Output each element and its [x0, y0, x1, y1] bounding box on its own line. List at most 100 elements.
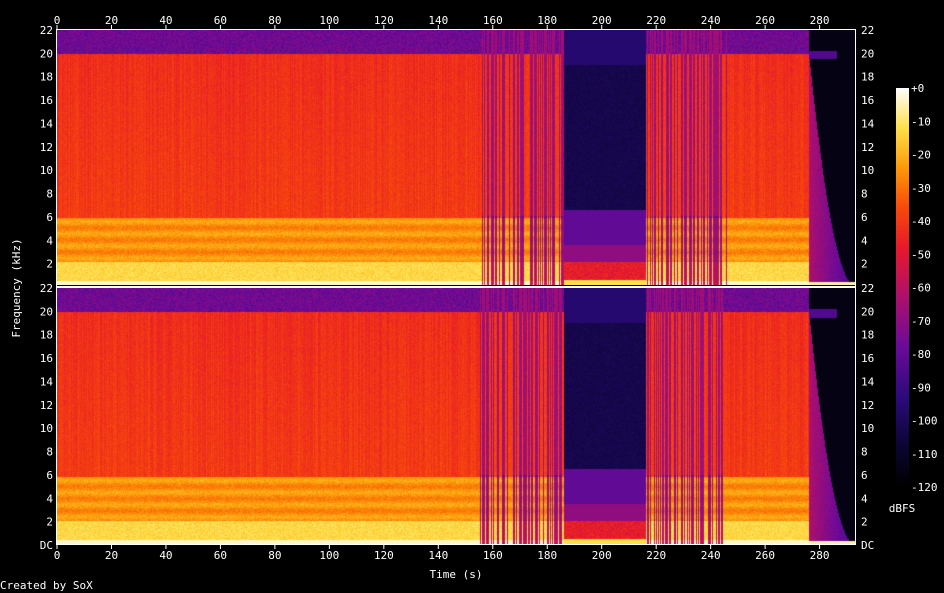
y-tick-label-ch2-right: 6 — [861, 469, 868, 482]
channel-2-frame — [56, 287, 856, 545]
channel-1-frame — [56, 29, 856, 287]
y-tick-label-ch2-left: 16 — [40, 352, 53, 365]
y-tick-label-ch1-right: 8 — [861, 188, 868, 201]
x-tick-label-bottom: 200 — [592, 549, 612, 562]
channel-2-spectrogram — [57, 288, 855, 544]
y-tick-label-ch1-right: 16 — [861, 94, 874, 107]
y-tick-label-ch1-right: 12 — [861, 141, 874, 154]
y-tick-label-ch2-right: 18 — [861, 329, 874, 342]
x-tick-label-top: 120 — [374, 14, 394, 27]
colorbar-tick-label: -40 — [911, 215, 931, 228]
y-tick-label-ch2-right: DC — [861, 539, 874, 552]
y-tick-label-ch1-left: 18 — [40, 71, 53, 84]
y-tick-label-ch2-left: 8 — [46, 446, 53, 459]
y-tick-label-ch1-right: 4 — [861, 234, 868, 247]
colorbar-tick-label: -70 — [911, 315, 931, 328]
y-tick-label-ch1-right: 18 — [861, 71, 874, 84]
x-tick-label-bottom: 0 — [54, 549, 61, 562]
y-tick-label-ch2-left: 10 — [40, 422, 53, 435]
x-tick-label-top: 140 — [428, 14, 448, 27]
y-tick-label-ch2-right: 4 — [861, 492, 868, 505]
y-tick-label-ch2-left: 4 — [46, 492, 53, 505]
y-axis-label: Frequency (kHz) — [10, 238, 23, 337]
y-tick-label-ch2-left: 20 — [40, 305, 53, 318]
y-tick-label-ch2-right: 8 — [861, 446, 868, 459]
x-tick-label-top: 60 — [214, 14, 227, 27]
channel-1-panel — [57, 30, 855, 285]
colorbar-tick-label: -90 — [911, 381, 931, 394]
y-tick-label-ch1-right: 6 — [861, 211, 868, 224]
colorbar-tick-label: -30 — [911, 182, 931, 195]
y-tick-label-ch2-right: 22 — [861, 282, 874, 295]
y-tick-label-ch2-left: 22 — [40, 282, 53, 295]
x-tick-label-top: 260 — [755, 14, 775, 27]
y-tick-label-ch1-left: 20 — [40, 47, 53, 60]
y-tick-label-ch1-left: 6 — [46, 211, 53, 224]
y-tick-label-ch1-left: 10 — [40, 164, 53, 177]
colorbar-tick-label: -20 — [911, 149, 931, 162]
x-tick-label-top: 80 — [268, 14, 281, 27]
y-tick-label-ch2-left: DC — [40, 539, 53, 552]
x-tick-label-bottom: 20 — [105, 549, 118, 562]
colorbar-tick-label: -10 — [911, 115, 931, 128]
y-tick-label-ch2-left: 2 — [46, 516, 53, 529]
colorbar — [896, 88, 909, 487]
channel-2-panel — [57, 288, 855, 544]
colorbar-tick-label: -120 — [911, 481, 938, 494]
y-tick-label-ch1-left: 14 — [40, 117, 54, 130]
colorbar-tick-label: -50 — [911, 248, 931, 261]
x-tick-label-top: 160 — [483, 14, 503, 27]
x-tick-label-top: 40 — [159, 14, 172, 27]
x-tick-label-bottom: 240 — [701, 549, 721, 562]
y-tick-label-ch2-right: 2 — [861, 516, 868, 529]
y-tick-label-ch1-left: 22 — [40, 24, 53, 37]
x-tick-label-bottom: 100 — [319, 549, 339, 562]
x-tick-label-bottom: 120 — [374, 549, 394, 562]
x-tick-label-bottom: 40 — [159, 549, 172, 562]
y-tick-label-ch1-right: 20 — [861, 47, 874, 60]
x-tick-label-top: 100 — [319, 14, 339, 27]
colorbar-ticks: +0 -10 -20 -30 -40 -50 -60 -70 -80 -90 -100 -110 -12… — [911, 82, 938, 494]
y-tick-label-ch1-left: 12 — [40, 141, 53, 154]
x-tick-label-bottom: 160 — [483, 549, 503, 562]
x-tick-label-top: 200 — [592, 14, 612, 27]
x-tick-label-top: 280 — [810, 14, 830, 27]
x-tick-label-bottom: 180 — [537, 549, 557, 562]
colorbar-label: dBFS — [889, 502, 916, 515]
x-tick-label-top: 0 — [54, 14, 61, 27]
y-tick-label-ch1-left: 16 — [40, 94, 53, 107]
channel-1-spectrogram — [57, 30, 855, 285]
y-tick-label-ch2-left: 6 — [46, 469, 53, 482]
y-tick-label-ch2-left: 18 — [40, 329, 53, 342]
x-tick-label-top: 240 — [701, 14, 721, 27]
y-tick-label-ch1-right: 14 — [861, 117, 875, 130]
y-tick-label-ch2-left: 12 — [40, 399, 53, 412]
y-tick-label-ch1-left: 2 — [46, 258, 53, 271]
colorbar-tick-label: -80 — [911, 348, 931, 361]
x-tick-label-top: 20 — [105, 14, 118, 27]
y-tick-label-ch2-right: 10 — [861, 422, 874, 435]
y-tick-label-ch1-right: 22 — [861, 24, 874, 37]
colorbar-tick-label: +0 — [911, 82, 924, 95]
y-tick-label-ch2-right: 12 — [861, 399, 874, 412]
y-tick-label-ch2-right: 14 — [861, 375, 875, 388]
x-axis-top: 0 20 40 60 80 100 120 140 160 180 200 220 240 260 280 — [54, 14, 830, 29]
x-tick-label-top: 220 — [646, 14, 666, 27]
y-tick-label-ch1-right: 2 — [861, 258, 868, 271]
colorbar-tick-label: -100 — [911, 415, 938, 428]
x-tick-label-bottom: 80 — [268, 549, 281, 562]
x-tick-label-top: 180 — [537, 14, 557, 27]
x-tick-label-bottom: 260 — [755, 549, 775, 562]
x-tick-label-bottom: 60 — [214, 549, 227, 562]
y-tick-label-ch2-right: 16 — [861, 352, 874, 365]
x-tick-label-bottom: 220 — [646, 549, 666, 562]
x-axis-label: Time (s) — [430, 568, 483, 581]
x-tick-label-bottom: 280 — [810, 549, 830, 562]
y-tick-label-ch2-left: 14 — [40, 375, 54, 388]
y-tick-label-ch1-left: 8 — [46, 188, 53, 201]
y-tick-label-ch1-right: 10 — [861, 164, 874, 177]
footer-credit: Created by SoX — [0, 579, 93, 592]
colorbar-tick-label: -60 — [911, 282, 931, 295]
